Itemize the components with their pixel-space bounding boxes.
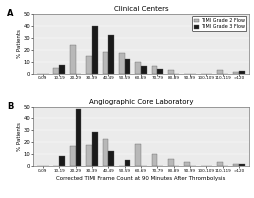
Bar (86, 145, 92, 166)
Title: Clinical Centers: Clinical Centers (114, 6, 168, 12)
Bar (152, 154, 157, 166)
Bar (92, 132, 98, 166)
Title: Angiographic Core Laboratory: Angiographic Core Laboratory (89, 99, 193, 105)
Bar (233, 72, 239, 74)
Bar (70, 45, 75, 74)
Bar (108, 35, 114, 74)
Bar (59, 156, 65, 166)
Bar (157, 69, 163, 74)
Bar (119, 53, 125, 74)
Bar (70, 146, 75, 166)
Bar (92, 26, 98, 74)
Bar (184, 162, 190, 166)
Bar (108, 151, 114, 166)
Y-axis label: % Patients: % Patients (17, 122, 22, 151)
Bar (86, 56, 92, 74)
Bar (59, 65, 65, 74)
Bar (125, 59, 130, 74)
Bar (233, 164, 239, 166)
Text: A: A (7, 9, 14, 18)
Bar (168, 159, 174, 166)
Bar (217, 162, 223, 166)
Bar (125, 160, 130, 166)
Bar (103, 52, 108, 74)
Y-axis label: % Patients: % Patients (17, 29, 22, 58)
Bar (141, 67, 147, 74)
Bar (135, 62, 141, 74)
Bar (152, 67, 157, 74)
Bar (168, 70, 174, 74)
Bar (75, 109, 81, 166)
Bar (239, 164, 245, 166)
Text: B: B (7, 102, 13, 111)
Bar (53, 68, 59, 74)
Bar (103, 139, 108, 166)
Bar (239, 71, 245, 74)
X-axis label: Corrected TIMI Frame Count at 90 Minutes After Thrombolysis: Corrected TIMI Frame Count at 90 Minutes… (56, 176, 226, 181)
Bar (135, 144, 141, 166)
Legend: TIMI Grade 2 Flow, TIMI Grade 3 Flow: TIMI Grade 2 Flow, TIMI Grade 3 Flow (192, 16, 246, 31)
Bar (217, 70, 223, 74)
